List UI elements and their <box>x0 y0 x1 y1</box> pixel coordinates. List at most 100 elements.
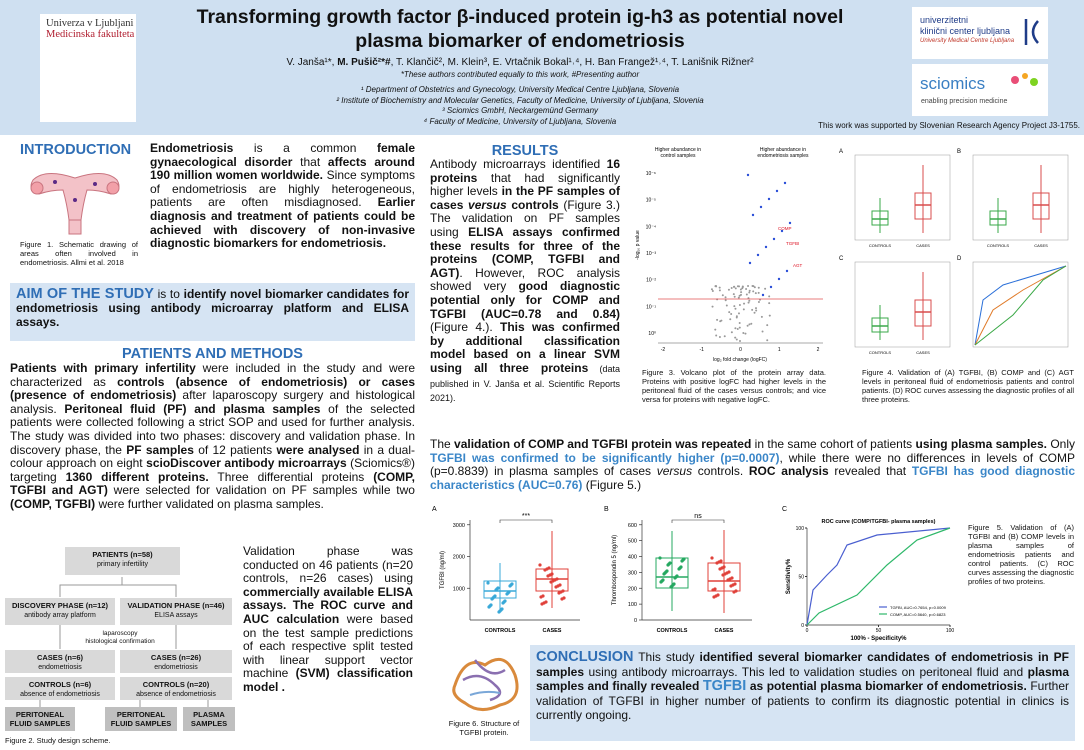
tick-label: 50 <box>876 628 882 634</box>
roc-curve <box>974 265 1067 346</box>
dot <box>680 559 684 563</box>
x-label: CONTROLS <box>987 243 1010 248</box>
tick-label: 0 <box>634 618 637 624</box>
x-label: CONTROLS <box>485 628 516 634</box>
legend-label: COMP, AUC=0.5640, p=0.6823 <box>890 612 946 617</box>
point <box>741 285 744 288</box>
sig-bracket <box>671 519 725 523</box>
dot <box>547 566 551 570</box>
text-run: female gynaecological disorder <box>150 141 415 169</box>
title: Transforming growth factor β-induced pro… <box>150 5 890 53</box>
node-title: CONTROLS (n=6) <box>28 680 92 689</box>
dot <box>494 588 498 592</box>
box <box>871 210 889 226</box>
text-run: using plasma samples. <box>915 437 1047 451</box>
text-run: The <box>430 437 455 451</box>
header-band <box>0 0 1084 135</box>
dot <box>541 594 545 598</box>
panel-letter: A <box>432 506 437 513</box>
text-run: scioDiscover antibody microarrays <box>146 456 347 471</box>
axis-label: TGFBI (ng/ml) <box>440 551 446 589</box>
point <box>734 327 737 330</box>
point <box>733 305 736 308</box>
tick-label: 0 <box>739 347 742 353</box>
point <box>748 291 751 294</box>
point <box>751 308 754 311</box>
point <box>723 335 726 338</box>
conclusion-box: CONCLUSION This study identified several… <box>530 645 1075 741</box>
point <box>761 330 764 333</box>
point <box>745 287 748 290</box>
dot <box>666 563 670 567</box>
point <box>727 288 730 291</box>
affiliations: ¹ Department of Obstetrics and Gynecolog… <box>200 85 840 127</box>
text-run: plasma samples and finally revealed <box>536 664 1069 694</box>
protein-label: TGFBI <box>786 241 799 246</box>
text-run: (COMP, TGFBI and AGT) <box>10 469 415 498</box>
panel-letter: C <box>782 506 787 513</box>
flow-sample: PLASMA SAMPLES <box>183 707 235 731</box>
logo-text: Medicinska fakulteta <box>46 29 135 40</box>
point <box>718 335 721 338</box>
affiliation: ³ Sciomics GmbH, Neckargemünd Germany <box>441 106 599 115</box>
box <box>871 317 889 333</box>
text-run: in a dual-colour approach on eight <box>10 442 415 471</box>
validation-text: Validation phase was conducted on 46 pat… <box>243 544 413 695</box>
affiliation: ¹ Department of Obstetrics and Gynecolog… <box>360 85 680 94</box>
point <box>748 323 751 326</box>
intro-text: Endometriosis is a common female gynaeco… <box>150 141 416 251</box>
dot <box>734 589 738 593</box>
point <box>775 189 779 193</box>
text-run: is to <box>153 287 184 301</box>
text-run: . However, ROC analysis showed very <box>430 265 620 294</box>
x-label: CASES <box>715 628 734 634</box>
point <box>732 293 735 296</box>
node-title: CASES (n=26) <box>150 653 202 662</box>
dot <box>508 584 512 588</box>
text-run: Endometriosis <box>150 141 234 155</box>
point <box>768 302 771 305</box>
text-run: identify novel biomarker candidates for … <box>16 287 409 329</box>
text-run: controls (absence of endometriosis) or c… <box>10 374 415 403</box>
flow-sample: PERITONEAL FLUID SAMPLES <box>105 707 177 731</box>
point <box>735 316 738 319</box>
protein-label: AGT <box>793 263 803 268</box>
text-run: 16 proteins <box>430 157 620 185</box>
point <box>734 336 737 339</box>
sig-label: *** <box>522 513 530 520</box>
dot <box>561 589 565 593</box>
box <box>914 299 932 327</box>
roc-curve <box>806 527 951 626</box>
text-run: Since symptoms of endometriosis are high… <box>150 168 416 210</box>
flow-node: CASES (n=6) endometriosis <box>5 650 115 673</box>
protein-label: COMP <box>778 226 792 231</box>
text-run: (COMP, TGFBI) <box>10 496 96 511</box>
node-sub: endometriosis <box>38 664 82 671</box>
text-run: , while there were no differences in lev… <box>430 450 1075 479</box>
point <box>753 311 756 314</box>
dot <box>538 563 542 567</box>
point <box>750 322 753 325</box>
figure-caption: Figure 5. Validation of (A) TGFBI and (B… <box>968 523 1074 586</box>
point <box>714 285 717 288</box>
axis-label: log₂ fold change (logFC) <box>713 357 767 363</box>
node-title: DISCOVERY PHASE (n=12) <box>11 601 109 610</box>
text-run: good diagnostic potential only for COMP … <box>430 279 620 321</box>
tick-label: 100 <box>796 526 805 532</box>
section-heading: PATIENTS AND METHODS <box>122 346 303 362</box>
fig3-yticks: 10⁻⁶ 10⁻⁵ 10⁻⁴ 10⁻³ 10⁻² 10⁻¹ 10⁰ <box>646 171 657 337</box>
figure-caption: Figure 3. Volcano plot of the protein ar… <box>642 368 826 404</box>
axis-label: -log₁₀ p value <box>635 230 641 260</box>
dot <box>658 556 662 560</box>
tick-label: 10⁻⁵ <box>646 198 656 204</box>
dot <box>501 601 505 605</box>
panel-letter: B <box>604 506 609 513</box>
tick-label: 200 <box>628 586 637 592</box>
text-run: after laparoscopy surgery and histologic… <box>10 388 415 416</box>
box <box>989 210 1007 226</box>
text-run: were included in the study and were char… <box>10 361 415 389</box>
point <box>734 287 737 290</box>
text-run: commercially available ELISA assays. The… <box>243 584 413 626</box>
results-text-2: The validation of COMP and TGFBI protein… <box>430 437 1075 492</box>
